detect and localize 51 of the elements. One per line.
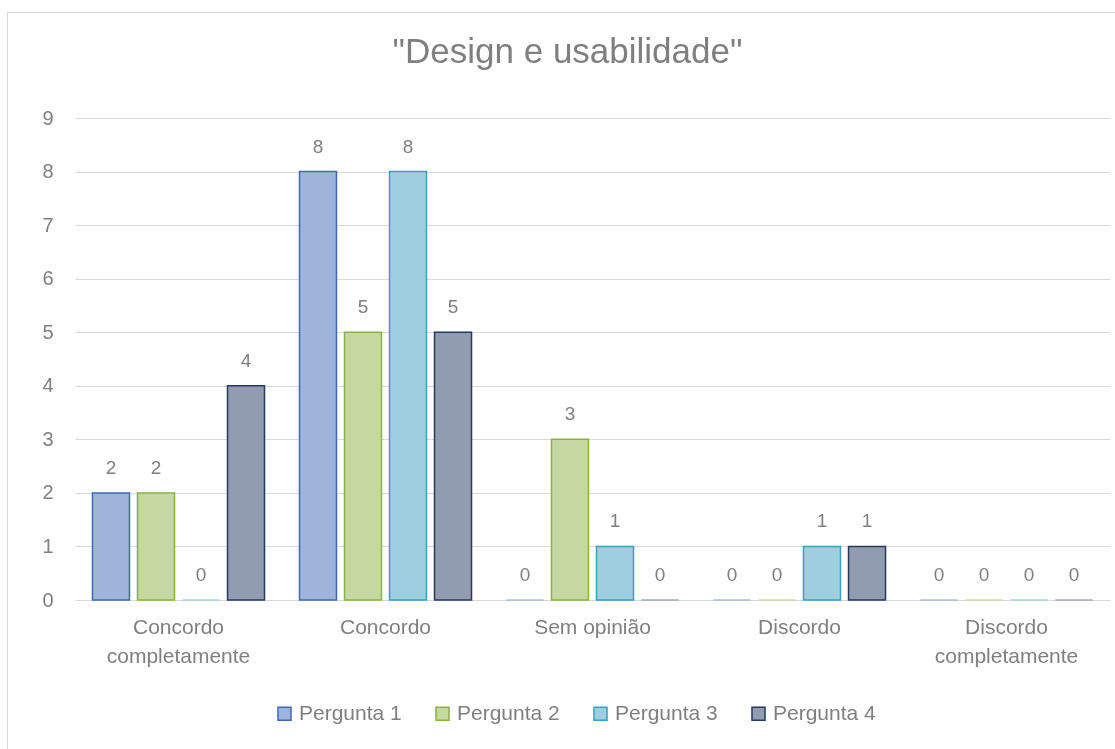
bar (343, 331, 383, 601)
data-label: 4 (240, 349, 252, 371)
bar (388, 170, 428, 601)
data-label: 1 (816, 510, 828, 532)
data-label: 1 (609, 510, 621, 532)
data-label: 8 (312, 135, 324, 157)
data-label: 8 (402, 135, 414, 157)
y-tick-label: 0 (42, 588, 54, 611)
data-label: 2 (150, 456, 162, 478)
x-tick-label: Discordo completamente (934, 614, 1079, 667)
data-label: 5 (447, 296, 459, 318)
data-label: 0 (519, 564, 531, 585)
bar (847, 545, 887, 601)
legend-label: Pergunta 4 (773, 700, 877, 724)
data-label: 0 (771, 564, 783, 585)
bar (226, 385, 266, 601)
data-label: 2 (105, 456, 117, 478)
y-tick-label: 5 (42, 320, 54, 343)
y-tick-label: 9 (42, 106, 54, 129)
y-tick-label: 8 (42, 160, 54, 183)
y-tick-label: 6 (42, 267, 54, 290)
data-label: 0 (933, 564, 945, 585)
x-tick-label: Concordo (339, 614, 432, 638)
data-label: 0 (195, 564, 207, 585)
x-tick-label: Concordo completamente (106, 614, 251, 667)
legend-label: Pergunta 1 (299, 700, 402, 724)
x-tick-label: Sem opinião (534, 614, 651, 638)
data-label: 0 (654, 564, 666, 585)
bar (136, 492, 176, 601)
bar (595, 545, 635, 601)
data-label: 5 (357, 296, 369, 318)
data-label: 0 (726, 564, 738, 585)
data-label: 3 (564, 403, 576, 425)
chart-title: "Design e usabilidade" (392, 31, 743, 70)
legend-label: Pergunta 2 (457, 700, 560, 724)
data-label: 1 (861, 510, 873, 532)
data-label: 0 (1068, 564, 1080, 585)
y-tick-label: 7 (42, 213, 54, 236)
x-tick-label: Discordo (758, 614, 841, 638)
y-tick-label: 4 (42, 374, 54, 397)
y-tick-label: 2 (42, 481, 54, 504)
data-label: 0 (978, 564, 990, 585)
bar (802, 545, 842, 601)
y-tick-label: 3 (42, 427, 54, 450)
bar (550, 438, 590, 601)
bar (433, 331, 473, 601)
bar (298, 170, 338, 601)
bar (91, 492, 131, 601)
data-label: 0 (1023, 564, 1035, 585)
y-tick-label: 1 (42, 534, 54, 557)
legend-label: Pergunta 3 (615, 700, 718, 724)
